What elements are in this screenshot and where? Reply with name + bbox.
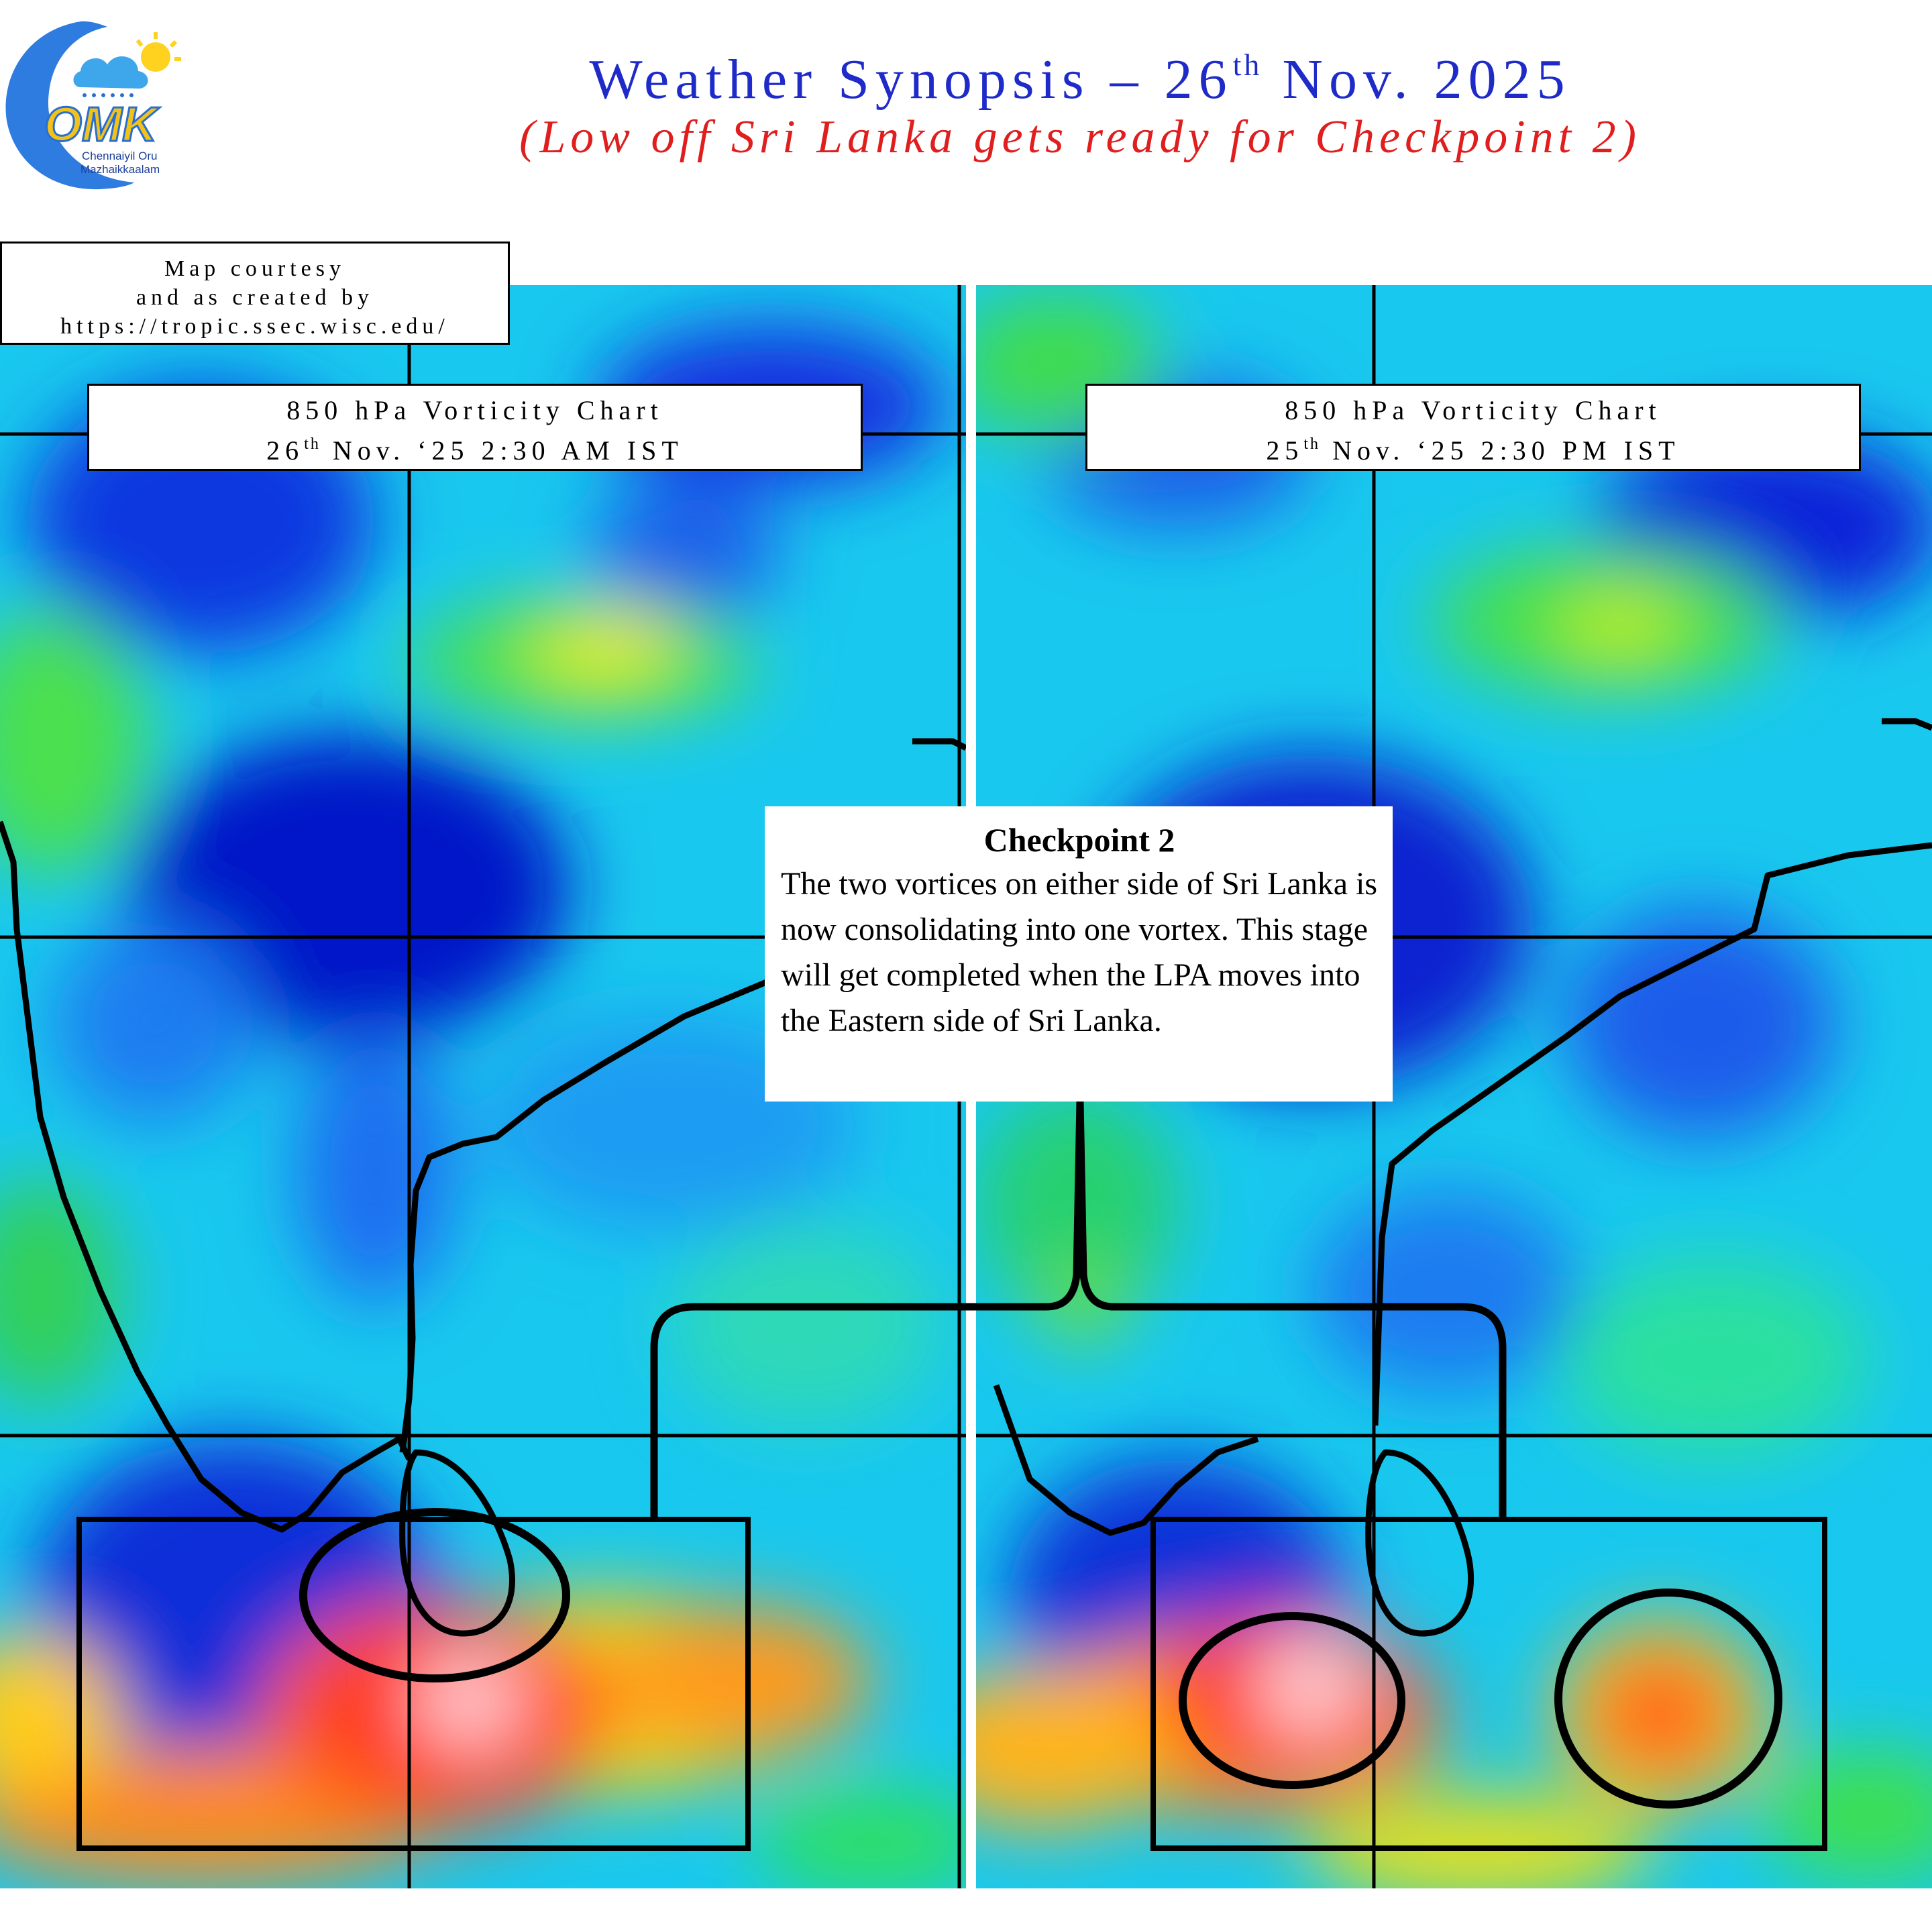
- checkpoint-callout: Checkpoint 2 The two vortices on either …: [765, 806, 1393, 1102]
- title-text: Weather Synopsis – 26: [589, 48, 1233, 111]
- credit-line-1: Map courtesy: [164, 256, 345, 281]
- page-title: Weather Synopsis – 26th Nov. 2025: [376, 47, 1784, 112]
- highlight-box-left: [76, 1517, 751, 1851]
- logo-tagline-1: Chennaiyil Oru: [82, 150, 157, 162]
- credit-line-2: and as created by: [136, 285, 374, 310]
- credit-url[interactable]: https://tropic.ssec.wisc.edu/: [60, 314, 449, 339]
- callout-body: The two vortices on either side of Sri L…: [781, 866, 1378, 1038]
- cloud-icon: [73, 56, 148, 89]
- chart-label-right-title: 850 hPa Vorticity Chart: [1285, 395, 1662, 425]
- callout-title: Checkpoint 2: [983, 821, 1175, 859]
- chart-label-left-title: 850 hPa Vorticity Chart: [286, 395, 663, 425]
- map-credit-box: Map courtesy and as created by https://t…: [0, 241, 510, 345]
- chart-label-left: 850 hPa Vorticity Chart 26th Nov. ‘25 2:…: [87, 384, 863, 471]
- title-ordinal: th: [1232, 48, 1263, 82]
- page-subtitle: (Low off Sri Lanka gets ready for Checkp…: [519, 111, 1641, 163]
- logo-tagline-2: Mazhaikkaalam: [80, 163, 160, 176]
- chart-label-right: 850 hPa Vorticity Chart 25th Nov. ‘25 2:…: [1085, 384, 1861, 471]
- vortex-circle-left: [299, 1508, 570, 1682]
- logo-wordmark: OMK: [44, 98, 160, 152]
- crescent-icon: [5, 21, 135, 190]
- chart-label-left-time: 26th Nov. ‘25 2:30 AM IST: [266, 435, 684, 466]
- omk-logo: OMK Chennaiyil Oru Mazhaikkaalam: [5, 21, 181, 190]
- title-tail: Nov. 2025: [1262, 48, 1571, 111]
- chart-label-right-time: 25th Nov. ‘25 2:30 PM IST: [1266, 435, 1680, 466]
- sun-icon: [136, 32, 181, 72]
- rain-drops-icon: [83, 93, 133, 97]
